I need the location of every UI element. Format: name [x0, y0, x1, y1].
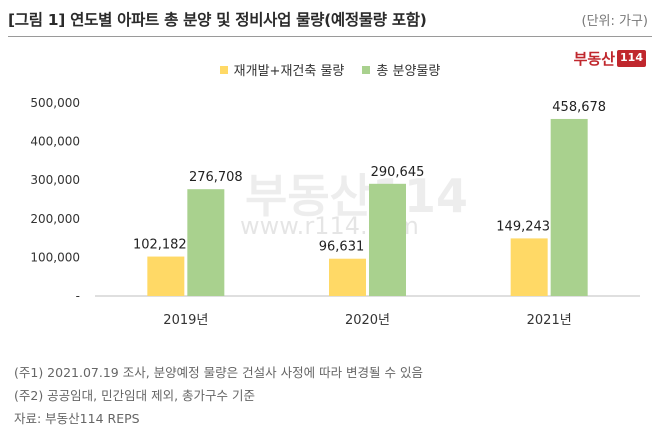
y-tick-label: - — [76, 289, 80, 303]
bar-total — [369, 183, 406, 296]
bar-redevelopment — [329, 258, 366, 296]
data-label-total: 290,645 — [371, 165, 425, 180]
bar-chart: - 100,000 200,000 300,000 400,000 500,000 2019… — [30, 96, 640, 328]
footnote-1: (주1) 2021.07.19 조사, 분양예정 물량은 건설사 사정에 따라 … — [14, 365, 423, 380]
y-tick-label: 500,000 — [30, 96, 80, 110]
data-label-total: 458,678 — [552, 100, 606, 115]
bar-redevelopment — [147, 256, 185, 296]
chart-title: [그림 1] 연도별 아파트 총 분양 및 정비사업 물량(예정물량 포함) — [8, 11, 427, 29]
legend-swatch-total — [362, 65, 371, 74]
legend-item-redevelopment: 재개발+재건축 물량 — [219, 60, 345, 79]
x-tick-label: 2021년 — [527, 313, 572, 328]
watermark-logo: 부동산114 — [245, 169, 468, 223]
data-label-total: 276,708 — [189, 170, 243, 185]
data-label-redevelopment: 102,182 — [133, 238, 187, 253]
logo-text: 부동산 — [573, 50, 616, 68]
unit-label: (단위: 가구) — [581, 14, 649, 29]
legend-label-total: 총 분양물량 — [376, 64, 441, 79]
footnote-2: (주2) 공공임대, 민간임대 제외, 총가구수 기준 — [14, 388, 256, 403]
source-note: 자료: 부동산114 REPS — [14, 411, 140, 426]
legend-item-total: 총 분양물량 — [362, 60, 440, 79]
chart-legend: 재개발+재건축 물량 총 분양물량 — [0, 60, 660, 79]
x-tick-label: 2020년 — [345, 313, 390, 328]
legend-label-redevelopment: 재개발+재건축 물량 — [233, 64, 345, 79]
y-tick-label: 300,000 — [30, 173, 80, 187]
x-tick-label: 2019년 — [163, 313, 208, 328]
title-divider — [8, 36, 652, 37]
logo-number: 114 — [617, 50, 646, 67]
brand-logo: 부동산 114 — [574, 48, 646, 69]
footnotes: (주1) 2021.07.19 조사, 분양예정 물량은 건설사 사정에 따라 … — [14, 361, 423, 430]
y-tick-label: 200,000 — [30, 212, 80, 226]
bar-total — [187, 189, 225, 296]
bar-redevelopment — [510, 238, 548, 296]
y-tick-label: 100,000 — [30, 250, 80, 264]
legend-swatch-redevelopment — [219, 65, 228, 74]
data-label-redevelopment: 96,631 — [319, 240, 365, 255]
data-label-redevelopment: 149,243 — [496, 219, 550, 234]
y-tick-label: 400,000 — [30, 135, 80, 149]
bar-total — [550, 118, 588, 297]
